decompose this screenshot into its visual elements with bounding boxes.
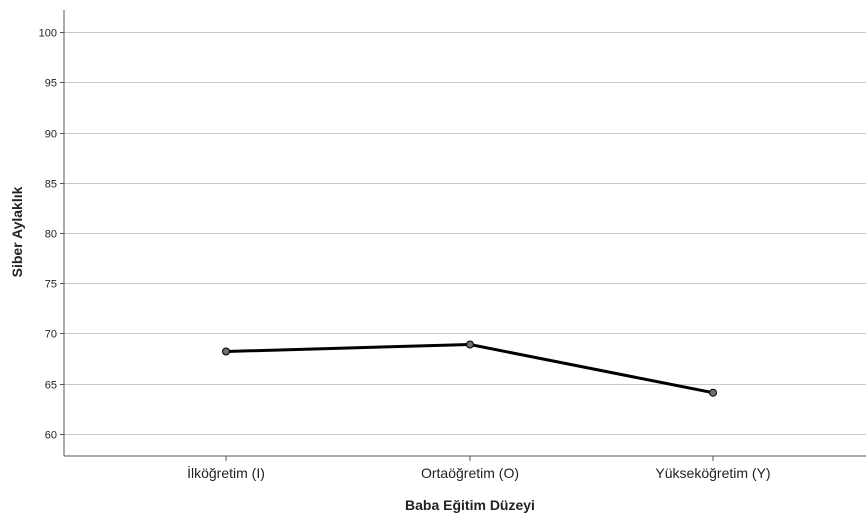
data-point-3 <box>709 388 717 397</box>
x-tick-label: Ortaöğretim (O) <box>421 465 519 481</box>
y-tick-label: 65 <box>45 380 57 392</box>
gridlines <box>64 32 866 435</box>
series-group <box>222 340 717 397</box>
x-tick-label: Yükseköğretim (Y) <box>655 465 770 481</box>
y-tick-labels: 60 65 70 75 80 85 90 95 100 <box>39 28 64 442</box>
data-point-1 <box>222 347 230 356</box>
y-tick-label: 75 <box>45 279 57 291</box>
y-tick-label: 70 <box>45 329 57 341</box>
x-tick-labels: İlköğretim (I) Ortaöğretim (O) Yükseköğret… <box>187 456 771 481</box>
y-axis-title: Siber Aylaklık <box>9 186 25 277</box>
x-axis-title: Baba Eğitim Düzeyi <box>405 497 535 513</box>
data-point-2 <box>466 340 474 349</box>
x-tick-label: İlköğretim (I) <box>187 464 265 481</box>
y-tick-label: 80 <box>45 229 57 241</box>
series-line <box>225 343 714 395</box>
y-tick-label: 60 <box>45 430 57 442</box>
y-tick-label: 85 <box>45 179 57 191</box>
y-tick-label: 100 <box>39 28 57 40</box>
y-tick-label: 95 <box>45 78 57 90</box>
y-tick-label: 90 <box>45 129 57 141</box>
